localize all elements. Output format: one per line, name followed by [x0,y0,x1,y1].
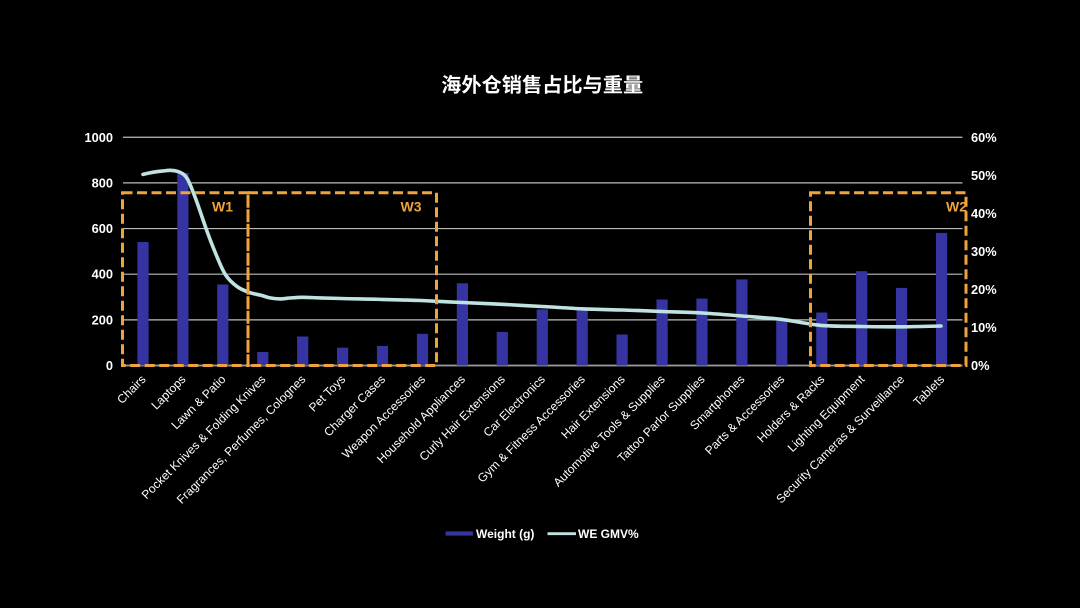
svg-text:60%: 60% [971,130,997,145]
svg-text:50%: 50% [971,168,997,183]
svg-text:0: 0 [106,358,113,373]
svg-text:200: 200 [92,312,113,327]
svg-text:W2: W2 [946,199,967,215]
svg-text:40%: 40% [971,206,997,221]
svg-text:400: 400 [92,267,113,282]
svg-text:W1: W1 [212,199,233,215]
svg-text:Weight (g): Weight (g) [476,527,534,541]
svg-text:10%: 10% [971,320,997,335]
svg-text:20%: 20% [971,282,997,297]
svg-text:WE GMV%: WE GMV% [578,527,639,541]
svg-text:1000: 1000 [85,130,113,145]
svg-text:800: 800 [92,175,113,190]
svg-text:600: 600 [92,221,113,236]
svg-text:30%: 30% [971,244,997,259]
svg-text:W3: W3 [401,199,422,215]
svg-text:0%: 0% [971,358,990,373]
